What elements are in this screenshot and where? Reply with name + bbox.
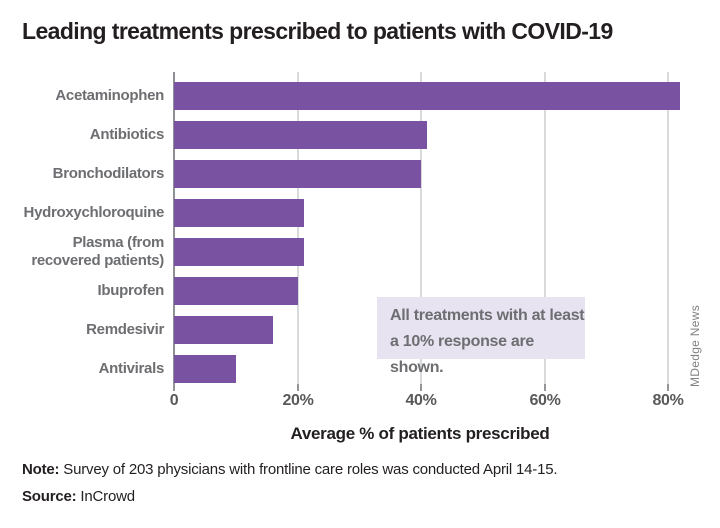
tick-mark (667, 384, 669, 391)
source-text: InCrowd (80, 488, 135, 505)
source-line: Source: InCrowd (22, 488, 135, 505)
bar (174, 277, 298, 305)
tick-mark (420, 384, 422, 391)
bar (174, 316, 273, 344)
note-text: Survey of 203 physicians with frontline … (63, 461, 558, 478)
category-label: Bronchodilators (52, 165, 165, 182)
bar (174, 199, 304, 227)
gridline (420, 72, 422, 384)
category-label: Plasma (from recovered patients) (31, 234, 164, 269)
tick-label: 40% (405, 392, 437, 409)
tick-mark (297, 384, 299, 391)
y-axis-line (173, 72, 175, 384)
bar (174, 160, 421, 188)
tick-label: 20% (282, 392, 314, 409)
tick-mark (544, 384, 546, 391)
bar (174, 355, 236, 383)
bar (174, 82, 680, 110)
category-label: Ibuprofen (97, 282, 165, 299)
category-label: Antibiotics (89, 126, 165, 143)
bar (174, 121, 427, 149)
category-label: Hydroxychloroquine (23, 204, 165, 221)
category-label: Antivirals (98, 360, 165, 377)
bar (174, 238, 304, 266)
plot-area (173, 72, 718, 391)
note-label: Note: (22, 461, 60, 478)
annotation-box: All treatments with at least a 10% respo… (377, 297, 585, 376)
note-line: Note: Survey of 203 physicians with fron… (22, 461, 558, 478)
watermark: MDedge News (688, 305, 702, 387)
tick-mark (173, 384, 175, 391)
tick-label: 80% (652, 392, 684, 409)
source-label: Source: (22, 488, 77, 505)
category-label: Acetaminophen (55, 87, 164, 104)
tick-label: 60% (529, 392, 561, 409)
gridline (544, 72, 546, 384)
x-axis-label: Average % of patients prescribed (290, 424, 550, 443)
gridline (297, 72, 299, 384)
gridline (667, 72, 669, 384)
chart-title: Leading treatments prescribed to patient… (22, 18, 613, 44)
category-label: Remdesivir (86, 321, 164, 338)
tick-label: 0 (169, 392, 179, 409)
